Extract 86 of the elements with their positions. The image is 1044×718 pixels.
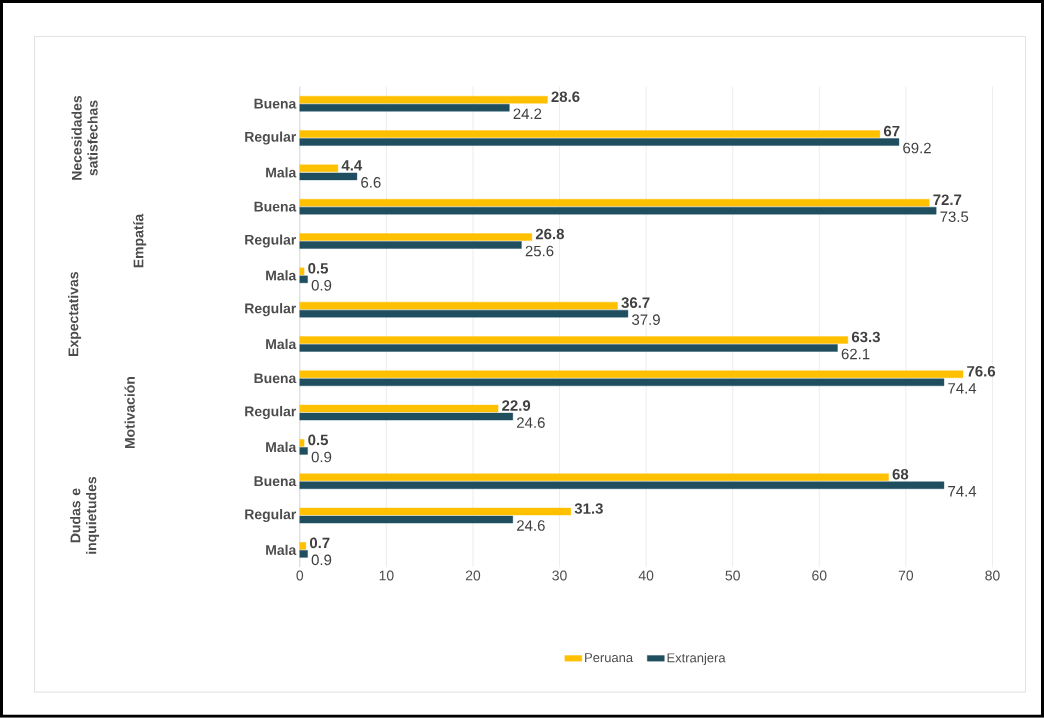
x-tick-label: 60 [812,570,827,581]
bar [299,439,305,447]
bar [299,164,339,173]
data-label: 6.6 [361,177,381,188]
bar [299,481,945,490]
data-label: 0.9 [311,280,332,291]
data-label: 0.5 [308,434,329,446]
bar [299,130,881,138]
bar [299,310,629,318]
x-tick-label: 30 [552,570,567,581]
y-tick-label: Mala [266,441,297,453]
bar [299,241,522,249]
bar [299,96,548,104]
bar [299,542,307,550]
x-tick-label: 50 [725,570,740,581]
data-label: 76.6 [967,366,996,377]
bar [299,378,945,387]
x-tick-label: 40 [638,570,654,581]
y-tick-label: Regular [245,406,297,420]
x-tick-label: 20 [465,570,481,581]
x-tick-label: 70 [898,570,914,581]
data-label: 26.8 [535,228,564,240]
bar [299,508,571,516]
data-label: 4.4 [341,160,363,171]
data-label: 62.1 [841,348,870,360]
y-tick-label: Buena [254,373,297,384]
data-label: 0.9 [311,451,332,463]
data-label: 67 [883,125,900,137]
bar [299,172,358,181]
bar [299,405,499,413]
data-label: 73.5 [940,211,969,223]
bar [299,267,305,276]
bar [299,207,937,215]
y-tick-label: Regular [245,131,297,145]
bar [299,370,964,379]
data-label: 0.7 [309,537,330,549]
bar [299,447,308,455]
x-tick-label: 80 [985,570,1000,581]
y-tick-label: Regular [245,509,297,523]
data-label: 74.4 [948,486,977,497]
bar [299,104,510,112]
bar [299,233,533,241]
bar [299,336,849,344]
bar [299,199,930,207]
bar [299,344,838,352]
data-label: 24.6 [517,417,545,429]
y-tick-label: Mala [266,544,297,556]
bar [299,302,618,310]
data-label: 31.3 [574,503,603,515]
data-label: 28.6 [551,91,580,103]
bar [299,550,308,558]
y-tick-label: Regular [245,303,297,317]
y-tick-label: Mala [266,167,297,178]
x-tick-label: 10 [379,570,394,581]
text: Motivación [124,377,135,449]
data-label: 74.4 [948,383,977,394]
text: Expectativas [68,272,82,357]
y-tick-label: Buena [254,201,297,212]
data-label: 24.6 [517,520,545,532]
data-label: 37.9 [632,314,660,326]
x-tick-label: 0 [296,570,304,581]
legend-label: Peruana [585,653,634,663]
data-label: 72.7 [933,194,962,206]
bar [299,138,900,146]
data-label: 22.9 [502,400,531,412]
bar [299,516,513,524]
y-tick-label: Mala [266,270,297,281]
bar [299,413,513,421]
text: Empatía [133,213,147,268]
bar [299,473,889,482]
data-label: 36.7 [621,297,650,309]
data-label: 69.2 [903,142,931,154]
data-label: 0.5 [308,263,329,274]
y-tick-label: Regular [245,234,297,248]
data-label: 24.2 [513,108,542,120]
data-label: 63.3 [851,331,880,343]
data-label: 68 [892,469,909,480]
y-tick-label: Mala [266,338,297,350]
y-tick-label: Buena [254,476,297,487]
text: Dudas e inquietudes [70,477,100,554]
data-label: 0.9 [311,554,332,566]
text: Necesidades satisfechas [71,96,98,180]
y-tick-label: Buena [254,99,297,109]
legend-label: Extranjera [667,653,726,666]
bar [299,275,308,284]
data-label: 25.6 [525,245,554,257]
